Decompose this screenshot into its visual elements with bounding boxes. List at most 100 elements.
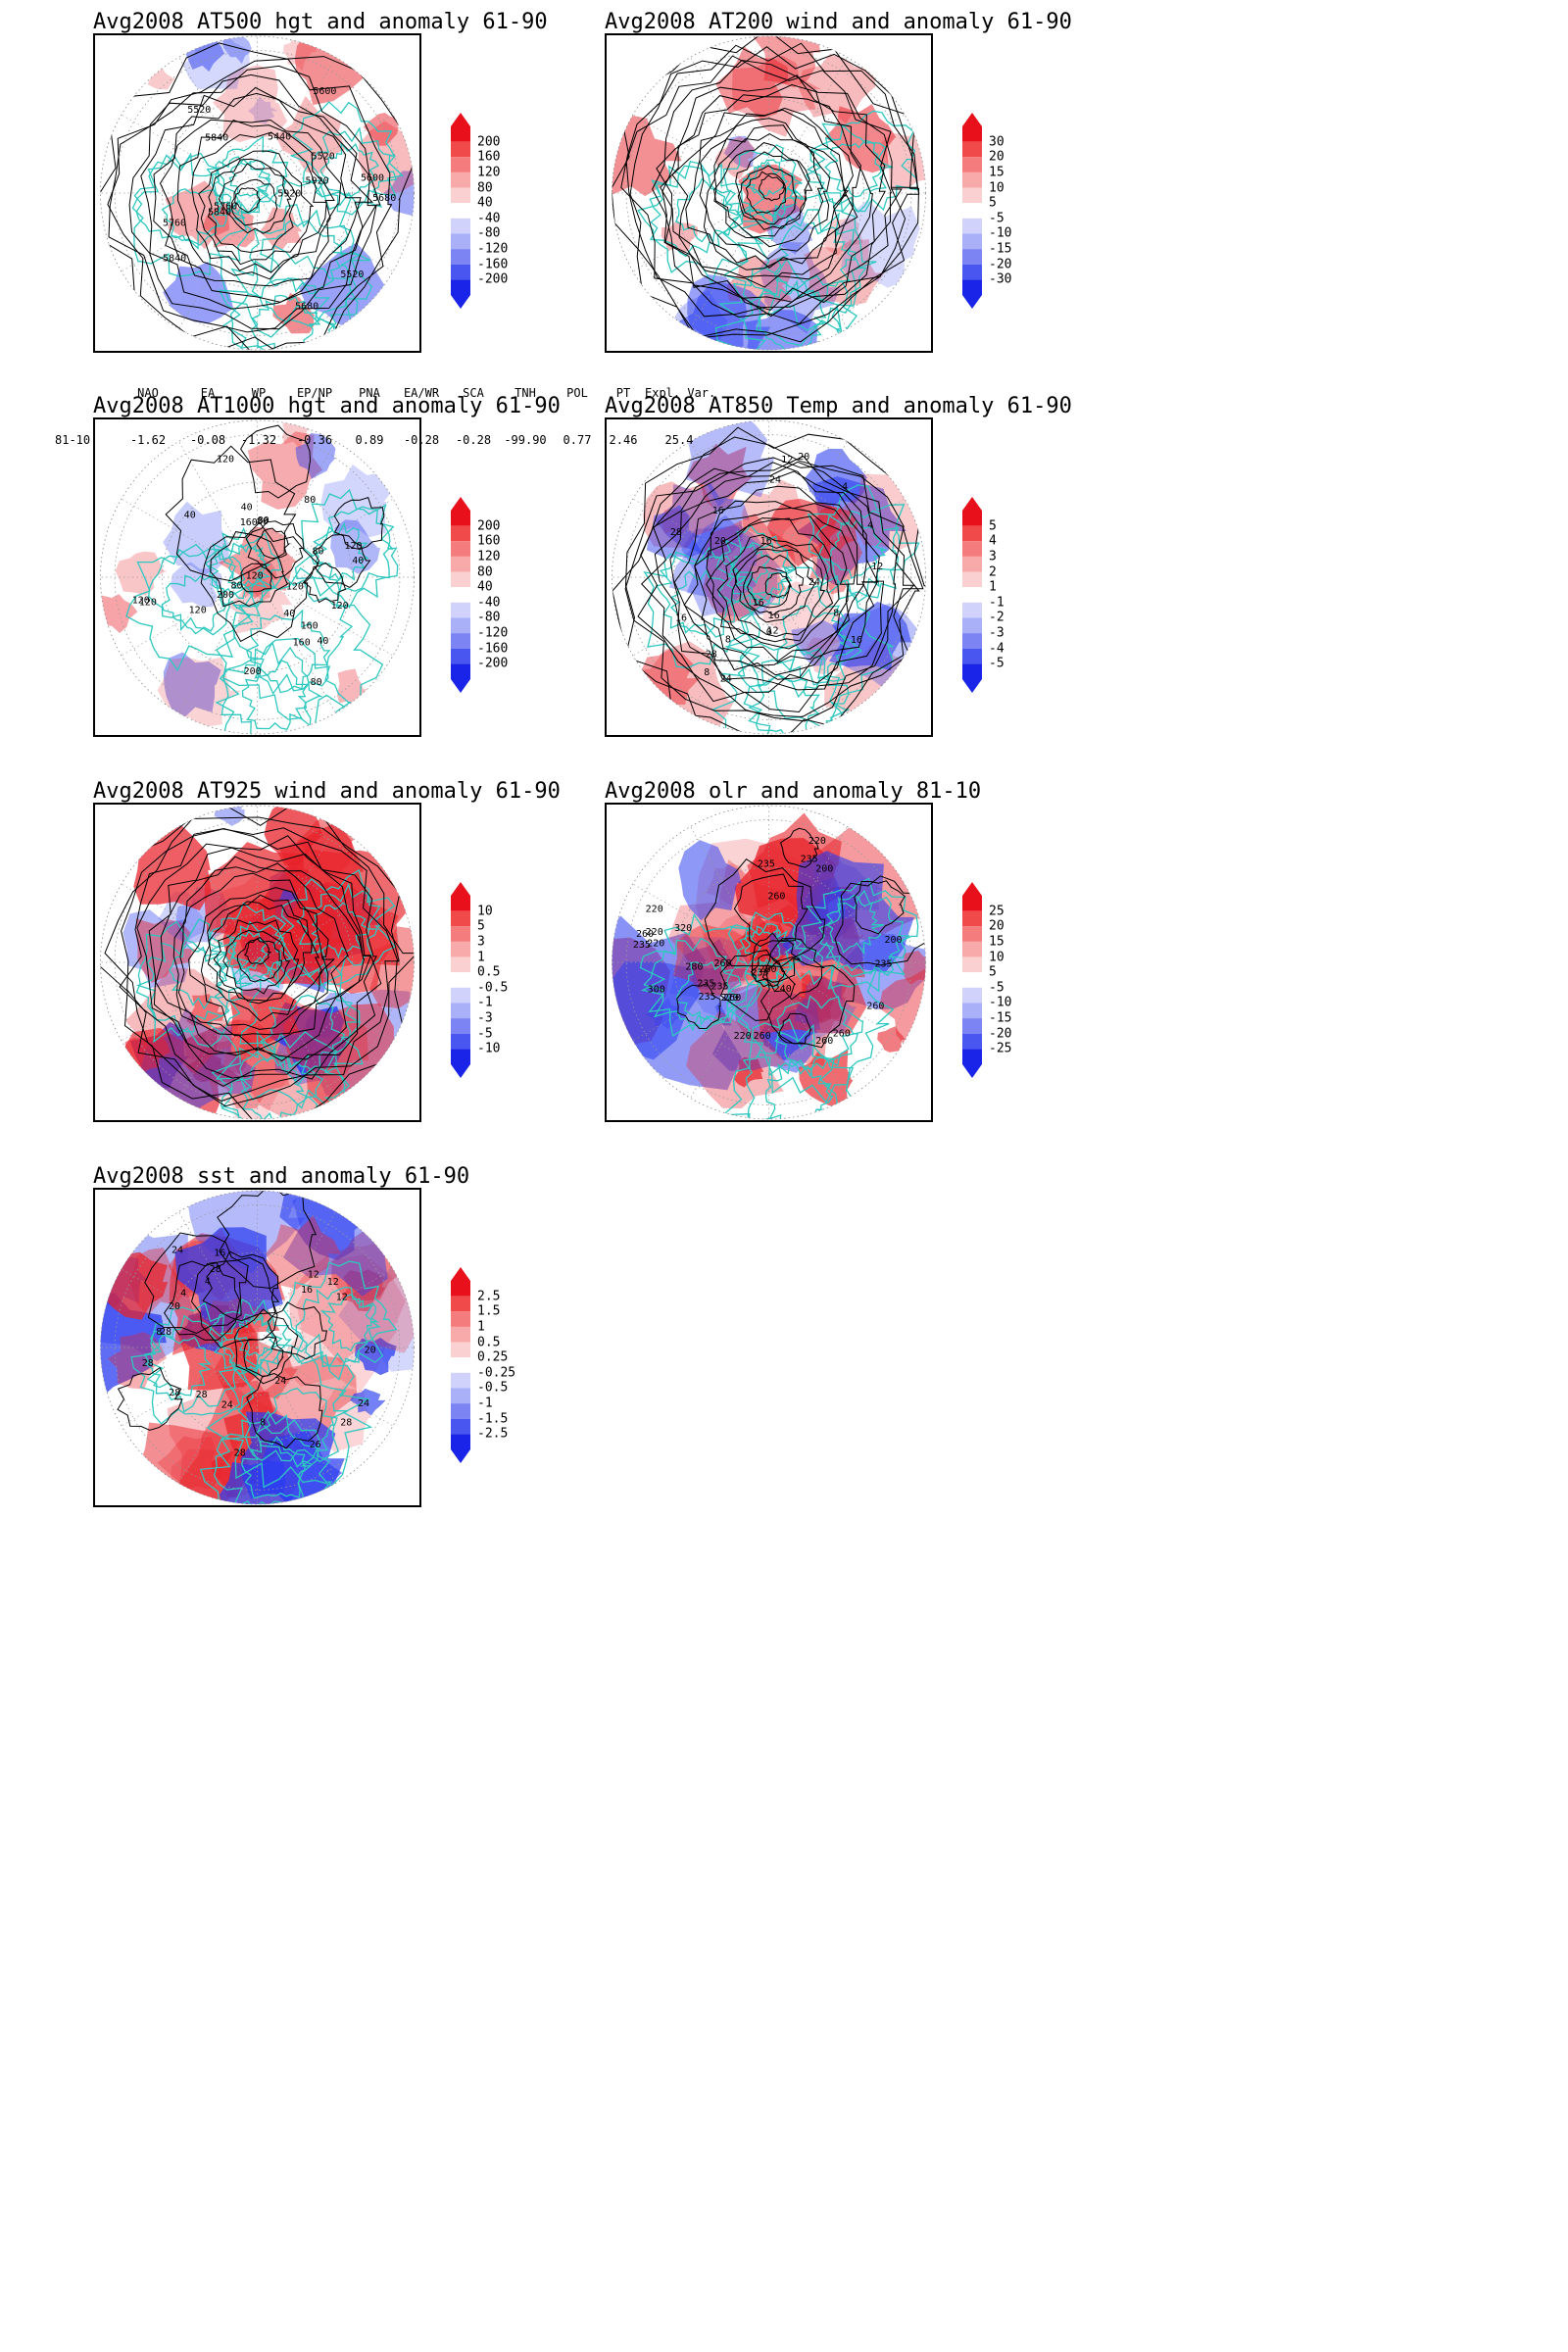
colorbar-cell [962,972,982,988]
colorbar-cell [451,1373,470,1389]
colorbar-cell [962,1018,982,1034]
contour-label: 24 [769,475,781,486]
colorbar-label: 1 [989,580,997,595]
contour-label: 320 [674,923,692,934]
map-frame: 5840 5760 5680 5600 5520 5520 5440 5520 5600 5680… [93,33,421,353]
colorbar-label: -3 [477,1011,493,1026]
index-value: -1.62 [114,432,182,448]
colorbar-label: -10 [989,996,1011,1010]
colorbar-label: 5 [477,919,485,934]
colorbar-cell [451,1297,470,1312]
contour-label: 5520 [340,270,364,280]
index-header: Expl. Var. [645,385,713,401]
polar-map: 16161284242016128402881216202428162416 [607,419,931,735]
contour-label: 28 [169,1388,180,1398]
indices-row-label: 81-10: [55,432,114,448]
contour-label: 200 [244,666,262,677]
colorbar-label: 120 [477,165,500,179]
colorbar-label: 30 [989,134,1004,149]
colorbar-label: -120 [477,242,508,257]
colorbar-label: -200 [477,657,508,671]
colorbar-cell [451,511,470,526]
colorbar-cell [451,911,470,927]
contour-label: 80 [258,515,270,526]
contour-label: 4 [842,482,848,493]
colorbar-cell [451,972,470,988]
colorbar-cell [451,1357,470,1373]
contour-label: 28 [706,649,717,660]
colorbar-label: -2.5 [477,1427,508,1442]
colorbar-label: -80 [477,611,500,625]
polar-map: 1202001601208016012012016020012080404012… [95,419,419,735]
contour-label: 235 [698,992,715,1003]
colorbar-label: -160 [477,641,508,656]
index-value: -0.08 [182,432,233,448]
map-frame: 120 200 160 120 80 160 120 120 160 200 120 80 40 40 12… [93,417,421,737]
colorbar-label: 200 [477,134,500,149]
colorbar-label: 1 [477,1319,485,1334]
colorbar-cell [962,526,982,542]
colorbar-cell [962,1003,982,1018]
colorbar-label: -5 [989,657,1004,671]
contour-label: 260 [815,1036,833,1047]
contour-label: 300 [648,984,665,995]
panel-title: Avg2008 AT500 hgt and anomaly 61-90 [93,10,421,34]
panel-olr: Avg2008 olr and anomaly 81-10 260 235 280 2… [605,779,1153,1338]
contour-label: 28 [142,1358,154,1369]
colorbar-cell [451,1049,470,1064]
colorbar-cell [962,126,982,142]
colorbar-cell [962,1034,982,1050]
colorbar-label: 5 [989,518,997,533]
colorbar-label: 1 [477,950,485,964]
contour-label: 5760 [214,201,237,212]
index-header: TNH [498,385,553,401]
contour-label: 20 [714,536,726,547]
colorbar-cell [451,633,470,649]
coastline [217,639,350,736]
contour-label: 220 [808,836,826,847]
contour-label: 80 [230,581,242,592]
contour-label: 200 [884,935,902,946]
polar-map: 2602352802402352602202202602352002352602… [607,805,931,1120]
index-value: -0.28 [394,432,449,448]
contour-label: 5920 [306,176,329,187]
colorbar: 200 160 120 80 40 -40 -80 -120 -160 -200 [448,497,536,693]
contour-label: 5520 [312,151,335,162]
colorbar-cell [962,617,982,633]
contour-label: 120 [331,601,349,612]
positive-anomaly [337,669,368,710]
contour-label: 20 [798,452,809,463]
colorbar-cell [451,957,470,973]
index-header: POL [553,385,602,401]
colorbar-label: 2 [989,564,997,579]
polar-map [95,805,419,1120]
colorbar: 30 20 15 10 5 -5 -10 -15 -20 -30 [959,113,1048,309]
colorbar-label: 2.5 [477,1289,500,1303]
contour-label: 260 [754,1031,771,1042]
colorbar: 200 160 120 80 40 -40 -80 -120 -160 -200 [448,113,536,309]
colorbar-label: -0.5 [477,1381,508,1396]
contour-label: 8 [704,667,710,678]
colorbar-cell [962,541,982,557]
colorbar-cell [451,1434,470,1449]
index-value: 25.4 [645,432,713,448]
colorbar-cell [962,219,982,234]
colorbar-label: -40 [477,595,500,610]
colorbar-label: 3 [477,934,485,949]
polar-map: 2628242824201612128428161284242028282428… [95,1190,419,1505]
colorbar-label: -0.25 [477,1365,515,1380]
contour-label: 12 [781,455,793,466]
panel-title: Avg2008 sst and anomaly 61-90 [93,1164,421,1189]
contour-label: 235 [758,859,775,870]
contour-label: 160 [240,517,258,528]
contour-label: 12 [336,1292,348,1302]
colorbar-cell [451,172,470,188]
colorbar-label: -1.5 [477,1411,508,1426]
contour-label: 40 [352,556,364,566]
index-header: EA [182,385,233,401]
colorbar: 2.5 1.5 1 0.5 0.25 -0.25 -0.5 -1 -1.5 -2.5 [448,1267,536,1463]
contour-label: 200 [815,863,833,874]
colorbar-cell [451,1419,470,1435]
colorbar-label: -80 [477,226,500,241]
colorbar-cell [451,249,470,265]
